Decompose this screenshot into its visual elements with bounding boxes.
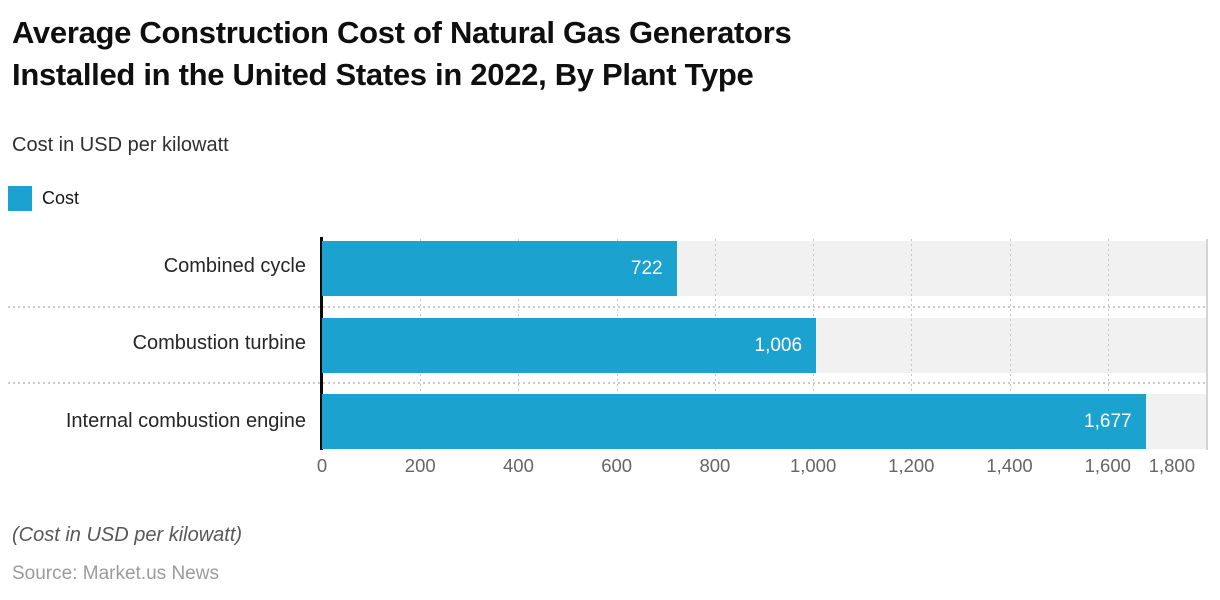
footnote: (Cost in USD per kilowatt) [12,524,243,546]
chart-subtitle: Cost in USD per kilowatt [12,134,229,156]
x-tick-label: 600 [601,455,633,476]
x-gridline [1107,239,1109,450]
x-tick-label: 200 [404,455,436,476]
chart-title-line1: Average Construction Cost of Natural Gas… [12,15,792,50]
chart-title: Average Construction Cost of Natural Gas… [12,12,1132,96]
x-gridline [911,239,913,450]
bar-row: 1,677 [322,394,1206,449]
x-axis-tick-labels: 0 200 400 600 800 1,000 1,200 1,400 1,600 1,800 [317,455,1206,481]
source-credit: Source: Market.us News [12,563,219,584]
category-label-combined-cycle: Combined cycle [163,255,306,277]
x-gridline [1009,239,1011,450]
bar-combined-cycle: 722 [322,241,677,296]
bar-value-label: 1,677 [1084,411,1132,432]
bar-value-label: 722 [630,258,663,279]
x-tick-label: 1,600 [1084,455,1131,476]
bar-row: 1,006 [322,318,1206,373]
row-separator [8,382,1208,384]
x-tick-label: 1,800 [1148,455,1195,476]
x-tick-label: 800 [699,455,731,476]
x-tick-label: 1,200 [888,455,935,476]
category-label-combustion-turbine: Combustion turbine [132,332,306,354]
x-tick-label: 1,000 [789,455,837,476]
x-tick-label: 400 [503,455,534,476]
bar-value-label: 1,006 [754,335,803,356]
legend-swatch [8,186,32,211]
legend-label: Cost [42,188,80,208]
legend: Cost [8,186,79,211]
chart-title-line2: Installed in the United States in 2022, … [12,57,754,92]
y-axis-line [320,237,323,450]
plot-area: 722 1,006 1,677 [322,239,1208,450]
bar-internal-combustion-engine: 1,677 [322,394,1146,449]
row-separator [8,306,1208,308]
x-tick-label: 1,400 [986,455,1033,476]
x-tick-label: 0 [316,455,328,476]
bar-combustion-turbine: 1,006 [322,318,817,373]
category-label-internal-combustion-engine: Internal combustion engine [65,410,306,432]
bar-row: 722 [322,241,1206,296]
